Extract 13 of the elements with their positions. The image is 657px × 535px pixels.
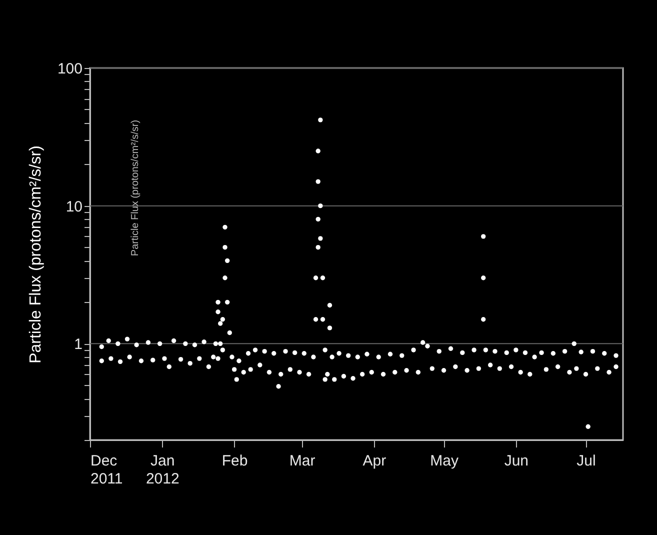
- x-tick-label: Jun: [504, 452, 529, 470]
- y-tick-label: 1: [74, 336, 82, 354]
- annotation: Particle Flux (protons/cm²/s/sr): [130, 120, 141, 256]
- x-tick-label: Dec 2011: [90, 452, 123, 488]
- x-tick-label: Jul: [576, 452, 596, 470]
- x-tick-label: Feb: [222, 452, 248, 470]
- x-tick-label: Apr: [362, 452, 386, 470]
- x-tick-label: May: [430, 452, 459, 470]
- y-tick-label: 100: [57, 60, 82, 78]
- y-tick-label: 10: [66, 198, 82, 216]
- x-tick-label: Jan 2012: [146, 452, 180, 488]
- x-tick-label: Mar: [289, 452, 316, 470]
- y-axis-title: Particle Flux (protons/cm²/s/sr): [27, 146, 44, 364]
